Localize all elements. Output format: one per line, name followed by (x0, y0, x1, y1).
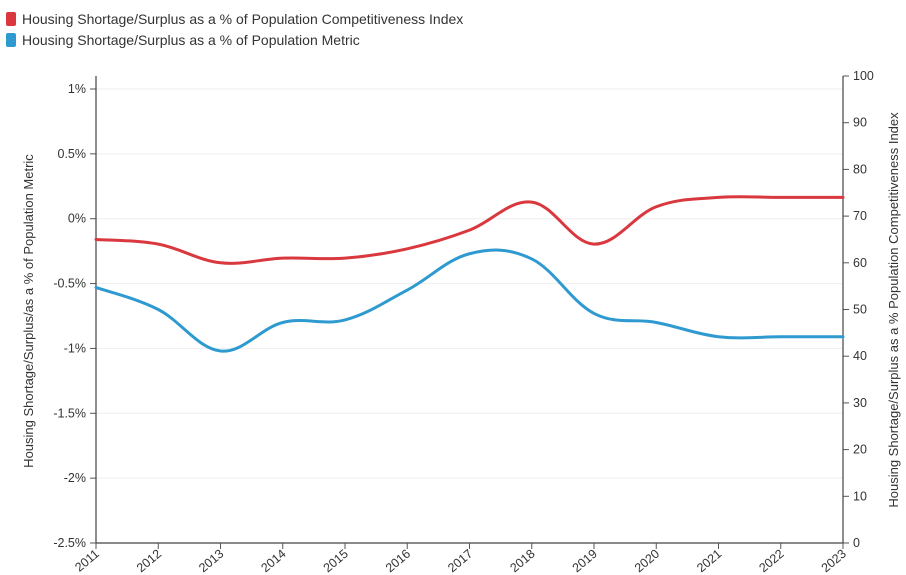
x-tick-label: 2012 (134, 547, 164, 575)
x-tick-label: 2017 (445, 547, 475, 575)
legend-swatch-red (6, 11, 16, 26)
legend-label: Housing Shortage/Surplus as a % of Popul… (22, 10, 464, 27)
legend-item-metric[interactable]: Housing Shortage/Surplus as a % of Popul… (6, 29, 463, 50)
left-tick-label: -2.5% (53, 536, 86, 550)
right-tick-label: 30 (853, 396, 867, 410)
right-tick-label: 100 (853, 69, 874, 83)
legend-swatch-blue (6, 32, 16, 47)
x-tick-label: 2022 (756, 547, 786, 575)
left-tick-label: -0.5% (53, 277, 86, 291)
series-lines (94, 195, 845, 353)
right-tick-label: 20 (853, 443, 867, 457)
left-tick-label: 0% (68, 212, 86, 226)
legend-item-competitiveness-index[interactable]: Housing Shortage/Surplus as a % of Popul… (6, 8, 463, 29)
grid-lines (96, 88, 843, 479)
right-tick-label: 90 (853, 116, 867, 130)
left-tick-label: -1.5% (53, 406, 86, 420)
legend: Housing Shortage/Surplus as a % of Popul… (6, 8, 463, 50)
right-tick-label: 50 (853, 303, 867, 317)
x-tick-label: 2016 (383, 547, 413, 575)
x-tick-label: 2019 (570, 547, 600, 575)
x-tick-label: 2013 (196, 547, 226, 575)
x-tick-label: 2021 (694, 547, 724, 575)
left-tick-label: 0.5% (58, 147, 87, 161)
x-tick-label: 2014 (258, 547, 288, 575)
x-tick-label: 2023 (819, 547, 849, 575)
x-tick-label: 2020 (632, 547, 662, 575)
axes (90, 75, 849, 549)
right-tick-label: 70 (853, 209, 867, 223)
series-line-competitiveness-index[interactable] (94, 195, 845, 265)
right-tick-label: 40 (853, 349, 867, 363)
x-tick-label: 2018 (507, 547, 537, 575)
right-tick-label: 60 (853, 256, 867, 270)
x-tick-label: 2011 (72, 547, 102, 575)
x-tick-label: 2015 (321, 547, 351, 575)
right-tick-label: 80 (853, 162, 867, 176)
left-axis-title: Housing Shortage/Surplus/as a % of Popul… (21, 154, 36, 468)
left-tick-label: -2% (64, 471, 86, 485)
right-axis-title: Housing Shortage/Surplus as a % Populati… (886, 112, 901, 508)
left-tick-label: -1% (64, 341, 86, 355)
series-line-metric[interactable] (94, 248, 845, 353)
right-tick-label: 10 (853, 489, 867, 503)
legend-label: Housing Shortage/Surplus as a % of Popul… (22, 31, 360, 48)
right-tick-label: 0 (853, 536, 860, 550)
left-tick-label: 1% (68, 82, 86, 96)
